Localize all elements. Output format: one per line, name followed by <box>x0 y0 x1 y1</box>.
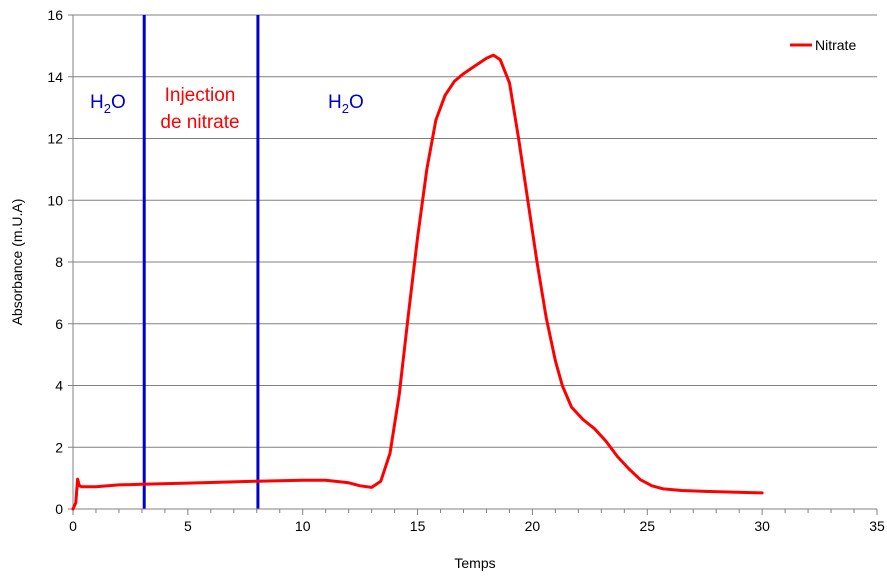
grid <box>73 14 877 448</box>
y-tick-label: 16 <box>47 7 63 23</box>
legend: Nitrate <box>790 37 856 53</box>
x-tick-label: 5 <box>184 518 192 534</box>
annotations: H2O H2O Injection de nitrate <box>90 85 364 133</box>
region-separators <box>142 15 260 509</box>
y-axis-title: Absorbance (m.U.A) <box>9 199 25 326</box>
x-axis-title: Temps <box>454 555 495 571</box>
x-tick-label: 0 <box>69 518 77 534</box>
annotation-injection-line1: Injection <box>165 85 236 106</box>
x-tick-label: 20 <box>525 518 541 534</box>
ticks: 0 2 4 6 8 10 12 14 16 0 5 10 15 20 25 30 35 <box>47 7 885 534</box>
annotation-h2o-left: H2O <box>90 92 126 116</box>
annotation-injection-line2: de nitrate <box>160 112 239 133</box>
y-tick-label: 12 <box>47 131 63 147</box>
y-tick-label: 4 <box>55 378 63 394</box>
series <box>71 53 764 511</box>
y-tick-label: 10 <box>47 192 63 208</box>
y-tick-label: 6 <box>55 316 63 332</box>
x-tick-label: 25 <box>639 518 655 534</box>
y-tick-label: 2 <box>55 439 63 455</box>
y-tick-label: 0 <box>55 501 63 517</box>
y-tick-label: 8 <box>55 254 63 270</box>
annotation-h2o-right: H2O <box>328 92 364 116</box>
x-tick-label: 15 <box>410 518 426 534</box>
series-line-nitrate <box>71 53 764 511</box>
legend-label-nitrate: Nitrate <box>815 37 856 53</box>
x-tick-label: 35 <box>869 518 885 534</box>
x-tick-label: 10 <box>295 518 311 534</box>
y-tick-label: 14 <box>47 69 63 85</box>
x-tick-label: 30 <box>754 518 770 534</box>
